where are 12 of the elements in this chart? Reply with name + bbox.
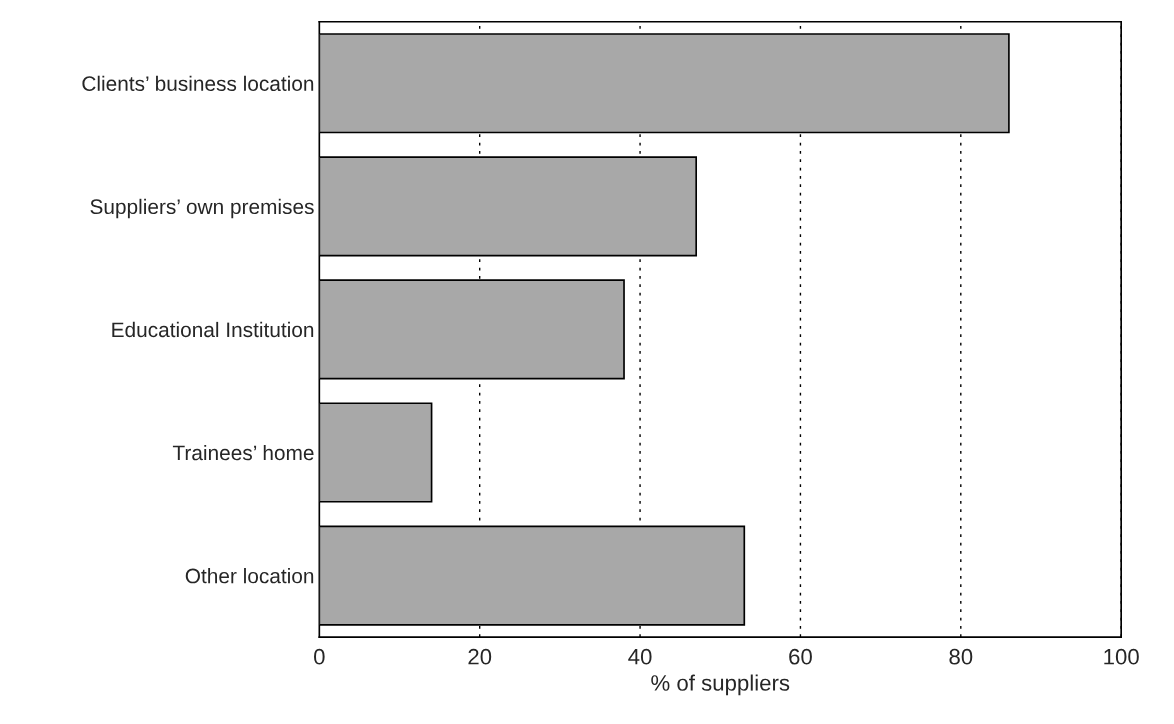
y-tick-label: Other location xyxy=(185,568,314,584)
x-tick-label: 0 xyxy=(314,648,325,665)
y-tick-label: Educational Institution xyxy=(112,321,314,338)
y-tick-label: Suppliers’ own premises xyxy=(90,198,314,219)
x-tick-label: 100 xyxy=(1104,648,1139,665)
x-axis-title: % of suppliers xyxy=(651,674,790,696)
x-tick-label: 60 xyxy=(789,648,812,665)
x-tick-label: 80 xyxy=(949,648,973,665)
y-tick-label: Clients’ business location xyxy=(82,75,314,92)
x-tick-label: 40 xyxy=(628,648,652,665)
y-tick-label: Trainees’ home xyxy=(172,444,314,461)
x-tick-label: 20 xyxy=(468,648,492,665)
